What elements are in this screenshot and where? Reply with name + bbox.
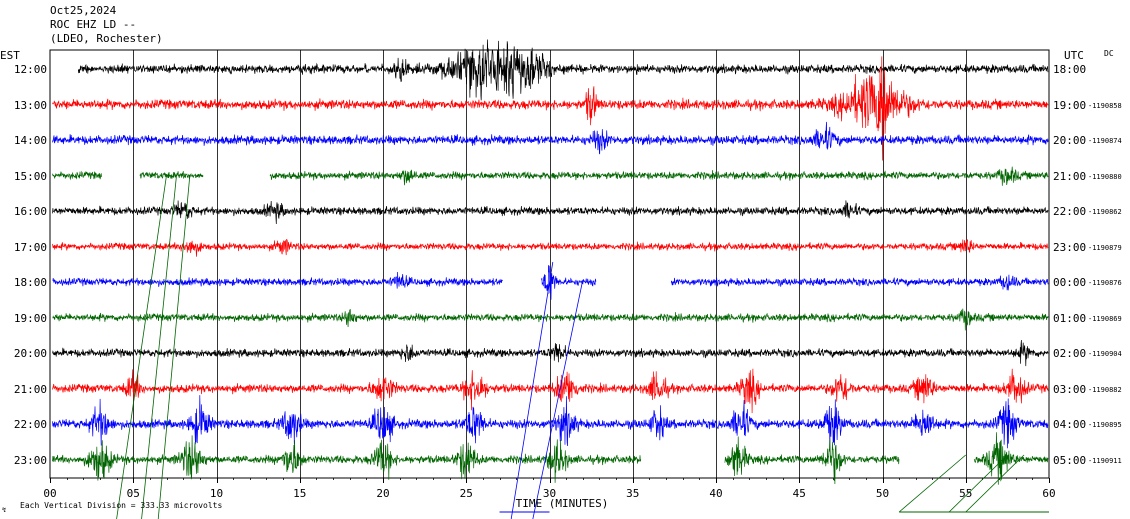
diagonal-marker-0 bbox=[116, 174, 167, 519]
dc-value-6: -1190876 bbox=[1088, 279, 1122, 287]
utc-label-3: 21:00 bbox=[1053, 170, 1086, 183]
est-axis-label: EST bbox=[0, 49, 20, 62]
trace-row-9 bbox=[52, 368, 1049, 414]
x-tick-label-05: 05 bbox=[127, 487, 140, 500]
station-label: ROC EHZ LD -- bbox=[50, 18, 137, 31]
est-label-9: 21:00 bbox=[14, 383, 47, 396]
dc-value-7: -1190869 bbox=[1088, 315, 1122, 323]
trace-row-11 bbox=[52, 432, 1049, 485]
trace-row-6 bbox=[52, 265, 1049, 300]
utc-label-1: 19:00 bbox=[1053, 99, 1086, 112]
plot-frame bbox=[49, 49, 1050, 479]
diagonal-marker-7 bbox=[965, 454, 1025, 513]
est-label-4: 16:00 bbox=[14, 205, 47, 218]
x-axis-title: TIME (MINUTES) bbox=[516, 497, 609, 510]
diagonal-marker-2 bbox=[157, 174, 191, 519]
utc-label-9: 03:00 bbox=[1053, 383, 1086, 396]
dc-value-10: -1190895 bbox=[1088, 421, 1122, 429]
x-tick-label-10: 10 bbox=[210, 487, 223, 500]
utc-label-10: 04:00 bbox=[1053, 418, 1086, 431]
diagonal-marker-3 bbox=[510, 261, 554, 519]
utc-label-6: 00:00 bbox=[1053, 276, 1086, 289]
x-tick-label-45: 45 bbox=[793, 487, 806, 500]
trace-row-4 bbox=[52, 200, 1049, 225]
utc-label-5: 23:00 bbox=[1053, 241, 1086, 254]
est-label-11: 23:00 bbox=[14, 454, 47, 467]
dc-value-9: -1190882 bbox=[1088, 386, 1122, 394]
trace-row-3 bbox=[52, 166, 1049, 186]
trace-row-7 bbox=[52, 308, 1049, 331]
x-tick-label-30: 30 bbox=[543, 487, 556, 500]
date-label: Oct25,2024 bbox=[50, 4, 117, 17]
est-label-5: 17:00 bbox=[14, 241, 47, 254]
trace-row-8 bbox=[52, 339, 1049, 367]
dc-value-1: -1190858 bbox=[1088, 102, 1122, 110]
est-label-8: 20:00 bbox=[14, 347, 47, 360]
est-label-10: 22:00 bbox=[14, 418, 47, 431]
trace-row-5 bbox=[52, 238, 1049, 257]
utc-axis-label: UTC bbox=[1064, 49, 1084, 62]
diagonal-marker-4 bbox=[532, 279, 584, 519]
utc-label-2: 20:00 bbox=[1053, 134, 1086, 147]
dc-value-3: -1190880 bbox=[1088, 173, 1122, 181]
scale-icon: ↯ bbox=[2, 506, 6, 514]
diagonal-marker-1 bbox=[141, 174, 177, 519]
est-label-1: 13:00 bbox=[14, 99, 47, 112]
trace-row-10 bbox=[52, 395, 1049, 450]
dc-value-11: -1190911 bbox=[1088, 457, 1122, 465]
dc-value-2: -1190874 bbox=[1088, 137, 1122, 145]
dc-value-5: -1190879 bbox=[1088, 244, 1122, 252]
x-tick-label-60: 60 bbox=[1042, 487, 1055, 500]
scale-note: Each Vertical Division = 333.33 microvol… bbox=[20, 501, 222, 510]
x-tick-label-35: 35 bbox=[626, 487, 639, 500]
est-label-3: 15:00 bbox=[14, 170, 47, 183]
dc-value-8: -1190904 bbox=[1088, 350, 1122, 358]
diagonal-marker-5 bbox=[898, 454, 967, 513]
est-label-0: 12:00 bbox=[14, 63, 47, 76]
x-tick-label-15: 15 bbox=[293, 487, 306, 500]
diagonal-marker-6 bbox=[948, 454, 1008, 513]
est-label-6: 18:00 bbox=[14, 276, 47, 289]
x-tick-label-20: 20 bbox=[376, 487, 389, 500]
utc-label-4: 22:00 bbox=[1053, 205, 1086, 218]
dc-value-4: -1190862 bbox=[1088, 208, 1122, 216]
utc-label-8: 02:00 bbox=[1053, 347, 1086, 360]
trace-row-1 bbox=[52, 56, 1049, 161]
trace-row-2 bbox=[52, 121, 1049, 155]
dc-label: DC bbox=[1104, 49, 1114, 58]
utc-label-0: 18:00 bbox=[1053, 63, 1086, 76]
utc-label-7: 01:00 bbox=[1053, 312, 1086, 325]
x-tick-label-25: 25 bbox=[460, 487, 473, 500]
x-tick-label-00: 00 bbox=[43, 487, 56, 500]
trace-row-0 bbox=[77, 39, 1049, 101]
est-label-2: 14:00 bbox=[14, 134, 47, 147]
x-tick-label-55: 55 bbox=[959, 487, 972, 500]
x-tick-label-40: 40 bbox=[709, 487, 722, 500]
x-tick-label-50: 50 bbox=[876, 487, 889, 500]
est-label-7: 19:00 bbox=[14, 312, 47, 325]
utc-label-11: 05:00 bbox=[1053, 454, 1086, 467]
network-label: (LDEO, Rochester) bbox=[50, 32, 163, 45]
